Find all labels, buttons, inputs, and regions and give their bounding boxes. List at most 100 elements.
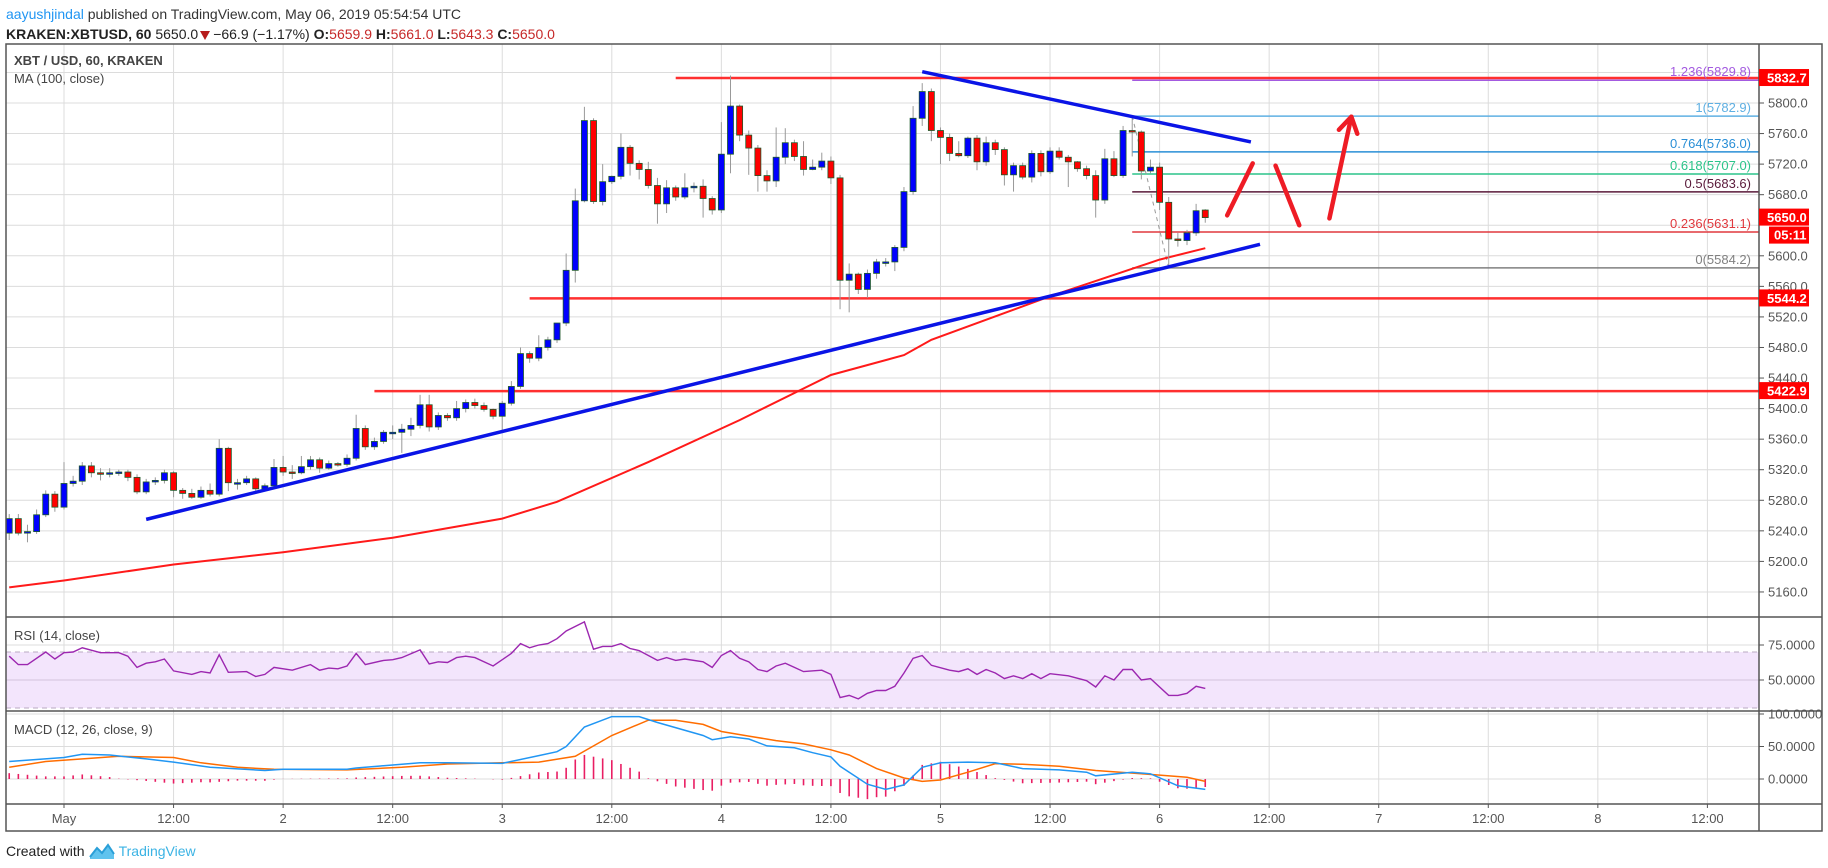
candle-down (97, 472, 104, 475)
candle-up (964, 137, 972, 157)
arrowhead-icon (1336, 114, 1360, 136)
tradingview-brand-link[interactable]: TradingView (118, 843, 196, 859)
candle-up (772, 156, 780, 182)
price-tick-label: 5360.0 (1768, 432, 1808, 447)
candle-up (544, 339, 552, 348)
high-label: H: (375, 26, 391, 42)
candle-up (1010, 165, 1017, 176)
publish-info: aayushjindal published on TradingView.co… (6, 6, 461, 22)
price-label-box (1759, 382, 1809, 400)
candle-down (991, 142, 999, 151)
symbol-label: KRAKEN:XBTUSD, 60 (6, 26, 152, 42)
candle-up (507, 386, 515, 404)
candle-down (736, 105, 744, 136)
candle-up (663, 187, 670, 205)
candle-down (288, 471, 296, 474)
candle-up (1147, 166, 1154, 172)
price-axis[interactable]: 5800.05760.05720.05680.05600.05560.05520… (1759, 69, 1822, 787)
candle-up (215, 447, 223, 495)
price-tick-label: 5680.0 (1768, 187, 1808, 202)
candle-up (307, 459, 314, 468)
candle-down (654, 185, 661, 205)
candle-down (1083, 168, 1090, 176)
candle-down (133, 476, 141, 493)
time-tick-label: 12:00 (1691, 811, 1724, 826)
symbol-legend[interactable]: XBT / USD, 60, KRAKEN (14, 53, 163, 68)
candle-down (973, 137, 981, 163)
candle-down (1174, 238, 1182, 241)
candle-up (498, 402, 506, 417)
candle-down (526, 353, 534, 359)
last-price: 5650.0 (155, 26, 199, 42)
candle-down (763, 175, 771, 182)
time-tick-label: 7 (1375, 811, 1382, 826)
trendlines[interactable] (145, 69, 1261, 522)
candle-up (608, 175, 616, 183)
candle-down (170, 472, 177, 491)
candle-down (635, 162, 643, 170)
projection-arrow-line (1327, 114, 1354, 221)
price-tick-label: 5480.0 (1768, 340, 1808, 355)
candles (5, 75, 1209, 543)
candle-up (809, 166, 817, 170)
candle-down (471, 402, 479, 406)
candle-down (937, 130, 944, 138)
candle-up (115, 471, 123, 474)
macd-legend[interactable]: MACD (12, 26, close, 9) (14, 722, 153, 737)
ascending-support-trendline (145, 242, 1261, 522)
candle-up (909, 117, 917, 193)
candle-down (1074, 161, 1081, 170)
price-tick-label: 5520.0 (1768, 309, 1808, 324)
macd-indicator (8, 715, 1207, 800)
candle-up (78, 465, 86, 482)
candle-up (617, 146, 625, 177)
time-tick-label: May (52, 811, 77, 826)
ma-100-line (9, 247, 1206, 589)
candle-up (297, 466, 305, 474)
time-tick-label: 12:00 (1253, 811, 1286, 826)
candle-up (1183, 232, 1191, 241)
candle-up (1192, 210, 1200, 234)
price-tick-label: 5800.0 (1768, 96, 1808, 111)
price-label-box (1759, 69, 1809, 87)
candle-down (279, 467, 287, 473)
price-tick-label: 5200.0 (1768, 554, 1808, 569)
candle-down (425, 404, 433, 428)
candle-up (380, 431, 387, 442)
time-axis[interactable]: May 12:00 2 12:00 3 12:00 4 12:00 5 12:00 6 12:00 7 1… (52, 804, 1724, 826)
projection-arrow-line (1273, 163, 1302, 228)
fib-level-label: 0.236(5631.1) (1670, 216, 1751, 231)
rsi-legend[interactable]: RSI (14, close) (14, 628, 100, 643)
fibonacci-retracement[interactable]: 1.236(5829.8) 1(5782.9) 0.764(5736.0) 0.618… (1131, 64, 1759, 269)
price-label-text: 5544.2 (1767, 291, 1807, 306)
candle-down (699, 185, 707, 199)
price-tick-label: 5320.0 (1768, 462, 1808, 477)
price-label-box (1759, 289, 1809, 307)
candle-up (151, 480, 159, 483)
time-tick-label: 8 (1594, 811, 1601, 826)
projection-arrows[interactable] (1224, 114, 1360, 228)
candle-up (270, 467, 278, 487)
chart-frame (5, 43, 1823, 832)
candle-up (416, 404, 424, 426)
candle-down (87, 465, 95, 474)
candle-down (489, 408, 497, 417)
candle-up (42, 493, 50, 516)
descending-resistance-trendline (921, 69, 1252, 144)
candle-up (818, 160, 826, 168)
candle-up (60, 483, 68, 508)
candle-down (672, 187, 680, 198)
candle-down (754, 147, 762, 176)
candle-up (873, 261, 880, 274)
candle-up (234, 482, 241, 485)
author-link[interactable]: aayushjindal (6, 6, 84, 22)
time-tick-label: 12:00 (815, 811, 848, 826)
horizontal-levels (374, 76, 1759, 393)
candle-down (955, 153, 963, 157)
close-value: 5650.0 (512, 26, 555, 42)
ma-100-polyline (9, 247, 1206, 589)
candle-up (197, 489, 205, 498)
ma-legend[interactable]: MA (100, close) (14, 71, 105, 86)
candle-up (599, 181, 607, 202)
